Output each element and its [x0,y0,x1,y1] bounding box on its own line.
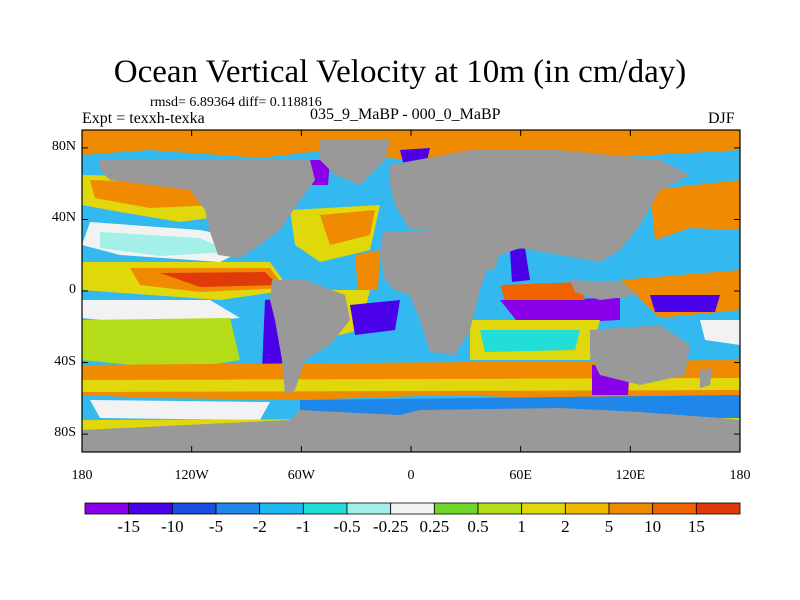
field-so-yellow [82,378,740,392]
colorbar-swatch [608,502,654,515]
colorbar-swatch [259,502,304,515]
colorbar-label: 15 [687,517,705,536]
field-io-cyan [480,330,580,352]
land-greenland [320,140,390,185]
season-label: DJF [708,110,735,127]
lat-tick-label: 80S [54,425,76,441]
colorbar-swatch [128,502,173,515]
colorbar-swatch [84,502,130,515]
lon-tick-label: 180 [71,468,93,483]
field-kuro-orange [650,180,740,240]
map-panel [82,130,740,452]
field-arctic-purple-2 [310,160,330,185]
stats-text: rmsd= 6.89364 diff= 0.118816 [150,95,322,110]
colorbar-label: -0.5 [333,517,361,536]
land-nz [700,368,712,388]
experiment-label: Expt = texxh-texka [82,110,205,127]
colorbar-label: 5 [604,517,614,536]
field-spac-yellow [82,318,240,370]
field-swpac-white [700,320,740,345]
colorbar-label: -15 [117,517,140,536]
field-wpac-purple [650,295,720,312]
lat-tick-label: 80N [51,138,76,154]
colorbar-swatch [390,502,435,515]
colorbar-label: -0.25 [372,517,409,536]
colorbar-swatch [302,502,348,515]
lon-tick-label: 60E [509,468,532,483]
colorbar-label: 0.5 [467,517,489,536]
colorbar-swatch [652,502,697,515]
lat-tick-label: 0 [69,282,76,297]
field-eqpac-red [160,272,278,287]
land-eurasia [390,150,690,262]
land [82,140,740,452]
land-south-america [270,280,350,395]
colorbar-label: -1 [296,517,311,536]
colorbar-swatch [215,502,261,515]
lat-ticks [82,147,740,435]
colorbar-swatch [171,502,217,515]
land-australia [590,325,690,385]
field-io-purple [500,298,620,325]
colorbar-label: 10 [644,517,662,536]
colorbar-swatch [695,502,741,515]
lon-tick-label: 180 [729,468,751,483]
field-coast-orange [355,250,380,290]
field-npac-cyan [100,232,230,256]
land-antarctica [82,408,740,452]
colorbar-swatch [477,502,523,515]
colorbar-label: -5 [208,517,224,536]
chart-title: Ocean Vertical Velocity at 10m (in cm/da… [113,54,687,90]
colorbar [84,502,741,515]
lat-tick-label: 40S [54,353,76,369]
land-arabia [470,245,500,270]
land-indonesia [570,280,640,300]
colorbar-swatch [346,502,392,515]
land-africa [380,230,490,355]
colorbar-label: 0.25 [419,517,450,536]
lon-ticks [81,130,741,452]
lon-tick-label: 60W [287,468,315,483]
colorbar-label: 2 [561,517,570,536]
field-bengal-purple [510,248,530,282]
lat-tick-label: 40N [51,210,76,226]
colorbar-swatch [521,502,566,515]
colorbar-label: -10 [160,517,184,536]
colorbar-swatch [564,502,610,515]
land-north-america [100,160,315,258]
field-io-red [500,282,585,300]
subtitle: 035_9_MaBP - 000_0_MaBP [310,106,501,123]
colorbar-label: 1 [517,517,526,536]
colorbar-label: -2 [252,517,267,536]
colorbar-swatch [433,502,479,515]
lon-tick-label: 120E [615,468,646,483]
field-natl-orange [320,210,375,245]
lon-tick-label: 0 [407,468,415,483]
field-atl-purple [350,300,400,335]
field-so-white [90,400,270,420]
lon-tick-label: 120W [174,468,209,483]
